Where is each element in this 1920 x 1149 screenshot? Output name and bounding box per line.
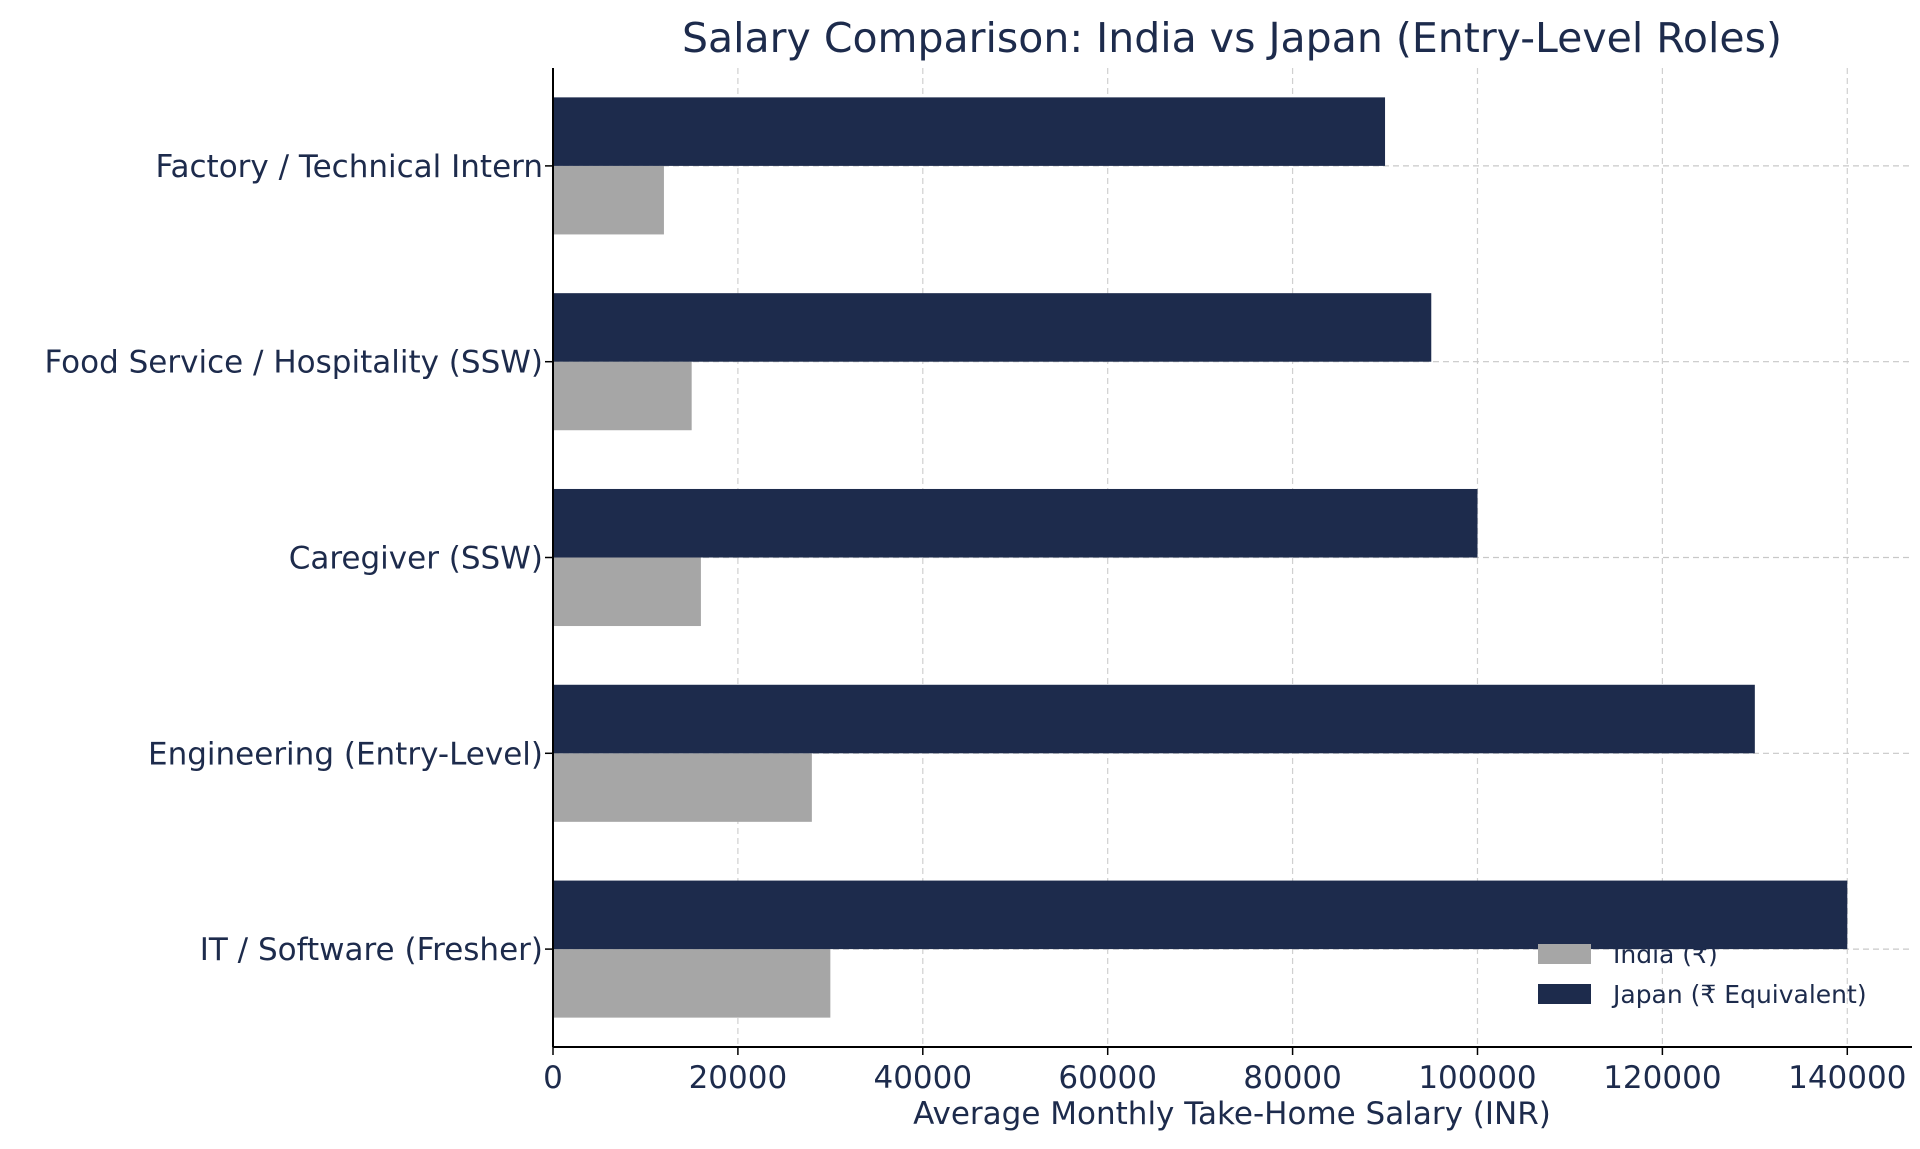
bar-india: [553, 753, 812, 822]
legend-swatch: [1538, 944, 1591, 964]
bar-japan: [553, 880, 1848, 950]
bar-japan: [553, 293, 1432, 362]
x-tick-label: 0: [543, 1060, 563, 1096]
x-tick-label: 80000: [1243, 1060, 1342, 1096]
legend-swatch: [1538, 984, 1591, 1004]
x-tick-label: 100000: [1418, 1060, 1536, 1096]
ticks-layer: 0 20000 40000 60000 80000 100000 120000 140000 F…: [44, 149, 1906, 1096]
bar-india: [553, 165, 664, 235]
bar-india: [553, 361, 692, 431]
bar-india: [553, 949, 831, 1018]
y-tick-label: Caregiver (SSW): [289, 541, 543, 577]
chart-legend: India (₹) Japan (₹ Equivalent): [1538, 940, 1867, 1009]
y-tick-label: Engineering (Entry-Level): [148, 736, 543, 772]
legend-label: Japan (₹ Equivalent): [1611, 980, 1867, 1009]
bars-layer: [553, 97, 1848, 1018]
y-tick-label: Food Service / Hospitality (SSW): [44, 345, 543, 381]
bar-japan: [553, 97, 1386, 166]
x-tick-label: 140000: [1788, 1060, 1906, 1096]
y-tick-label: Factory / Technical Intern: [156, 149, 543, 185]
x-tick-label: 20000: [689, 1060, 788, 1096]
bar-japan: [553, 488, 1478, 558]
bar-japan: [553, 684, 1755, 754]
x-tick-label: 40000: [873, 1060, 972, 1096]
y-tick-label: IT / Software (Fresher): [200, 932, 543, 968]
x-tick-label: 120000: [1603, 1060, 1721, 1096]
bar-india: [553, 557, 701, 627]
x-axis-label: Average Monthly Take-Home Salary (INR): [913, 1096, 1551, 1132]
chart-title: Salary Comparison: India vs Japan (Entry…: [682, 14, 1782, 62]
x-tick-label: 60000: [1058, 1060, 1157, 1096]
legend-label: India (₹): [1613, 940, 1718, 969]
